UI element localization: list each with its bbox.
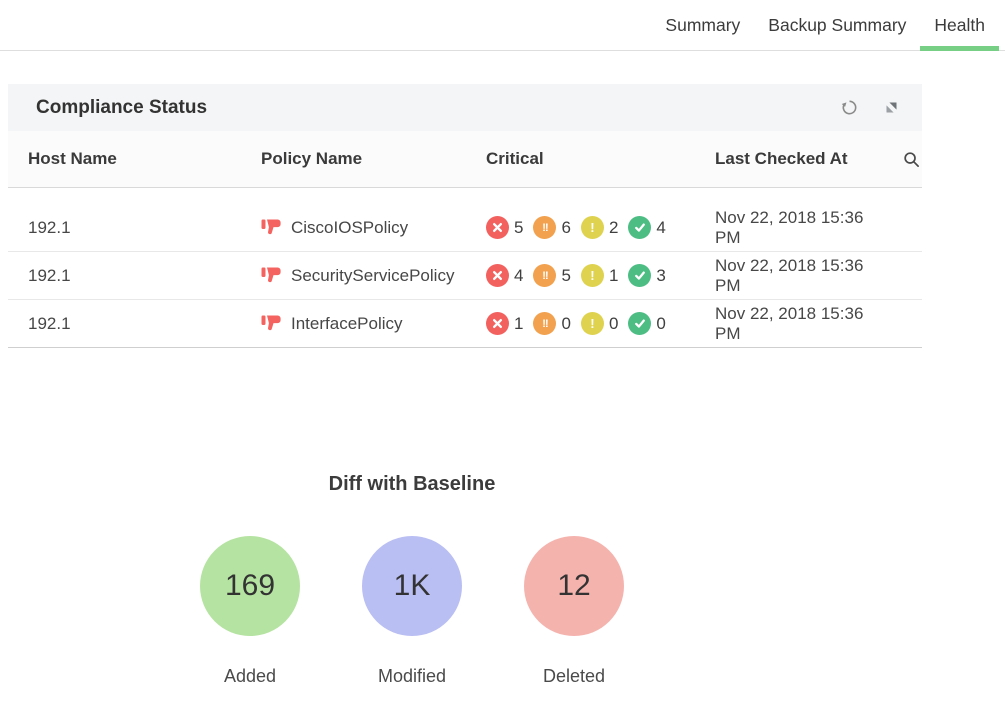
ok-count: 4 [656,217,666,237]
table-body: 192.1 CiscoIOSPolicy 5 !! 6 ! 2 4 [8,188,922,348]
minor-warning-circle-icon: ! [580,216,604,239]
warning-count: 6 [561,217,571,237]
warning-count: 5 [561,265,571,285]
critical-cell: 5 !! 6 ! 2 4 [486,216,715,239]
search-icon[interactable] [903,151,922,168]
thumbs-down-icon [261,266,283,285]
diff-circle[interactable]: 12 [524,536,624,636]
diff-circles-row: 169 Added 1K Modified 12 Deleted [169,536,655,687]
column-header-last-checked: Last Checked At [715,149,848,168]
minor-warning-circle-icon: ! [580,312,604,335]
error-count: 1 [514,313,524,333]
ok-count: 3 [656,265,666,285]
warning-count: 0 [561,313,571,333]
error-circle-icon [486,264,509,287]
thumbs-down-icon [261,218,283,237]
critical-cell: 4 !! 5 ! 1 3 [486,264,715,287]
table-row[interactable]: 192.1 SecurityServicePolicy 4 !! 5 ! 1 3 [8,252,922,300]
tab-backup-summary[interactable]: Backup Summary [754,0,920,50]
minor-count: 1 [608,265,619,285]
policy-name-cell: InterfacePolicy [261,314,486,334]
error-count: 4 [514,265,524,285]
error-circle-icon [486,312,509,335]
diff-item-deleted: 12 Deleted [493,536,655,687]
policy-name-cell: SecurityServicePolicy [261,266,486,286]
diff-circle[interactable]: 169 [200,536,300,636]
tab-label: Summary [665,14,741,35]
warning-circle-icon: !! [533,264,557,287]
warning-circle-icon: !! [533,312,557,335]
panel-header: Compliance Status [8,84,922,131]
last-checked-cell: Nov 22, 2018 15:36 PM [715,255,864,295]
minor-count: 0 [608,313,619,333]
policy-name-label: CiscoIOSPolicy [291,217,409,237]
compliance-status-panel: Compliance Status Host Name Policy Name … [8,84,922,348]
tab-label: Health [934,14,985,35]
thumbs-down-icon [261,314,283,333]
top-tab-bar: Summary Backup Summary Health [0,0,1005,51]
table-row[interactable]: 192.1 InterfacePolicy 1 !! 0 ! 0 0 [8,300,922,348]
minor-count: 2 [608,217,619,237]
success-circle-icon [628,216,652,239]
diff-label: Added [223,666,277,686]
diff-label: Modified [377,666,447,686]
last-checked-cell: Nov 22, 2018 15:36 PM [715,303,864,343]
host-name-cell: 192.1 [28,265,71,285]
panel-title: Compliance Status [36,96,208,118]
diff-item-modified: 1K Modified [331,536,493,687]
success-circle-icon [628,312,652,335]
diff-circle[interactable]: 1K [362,536,462,636]
minor-warning-circle-icon: ! [580,264,604,287]
expand-icon[interactable] [878,95,904,121]
policy-name-cell: CiscoIOSPolicy [261,218,486,238]
diff-with-baseline-section: Diff with Baseline 169 Added 1K Modified… [0,473,1005,687]
tab-label: Backup Summary [768,14,907,35]
diff-title: Diff with Baseline [328,473,496,495]
tab-summary[interactable]: Summary [651,0,754,50]
diff-label: Deleted [542,666,606,686]
refresh-icon[interactable] [836,95,862,121]
policy-name-label: SecurityServicePolicy [291,265,455,285]
last-checked-cell: Nov 22, 2018 15:36 PM [715,207,864,247]
warning-circle-icon: !! [533,216,557,239]
table-header-row: Host Name Policy Name Critical Last Chec… [8,131,922,188]
success-circle-icon [628,264,652,287]
ok-count: 0 [656,313,666,333]
policy-name-label: InterfacePolicy [291,313,403,333]
host-name-cell: 192.1 [28,313,71,333]
host-name-cell: 192.1 [28,217,71,237]
error-circle-icon [486,216,509,239]
column-header-host-name: Host Name [28,149,117,168]
tab-health[interactable]: Health [920,0,999,51]
table-row[interactable]: 192.1 CiscoIOSPolicy 5 !! 6 ! 2 4 [8,204,922,252]
diff-item-added: 169 Added [169,536,331,687]
column-header-critical: Critical [486,149,544,168]
column-header-policy-name: Policy Name [261,149,363,168]
critical-cell: 1 !! 0 ! 0 0 [486,312,715,335]
error-count: 5 [514,217,524,237]
